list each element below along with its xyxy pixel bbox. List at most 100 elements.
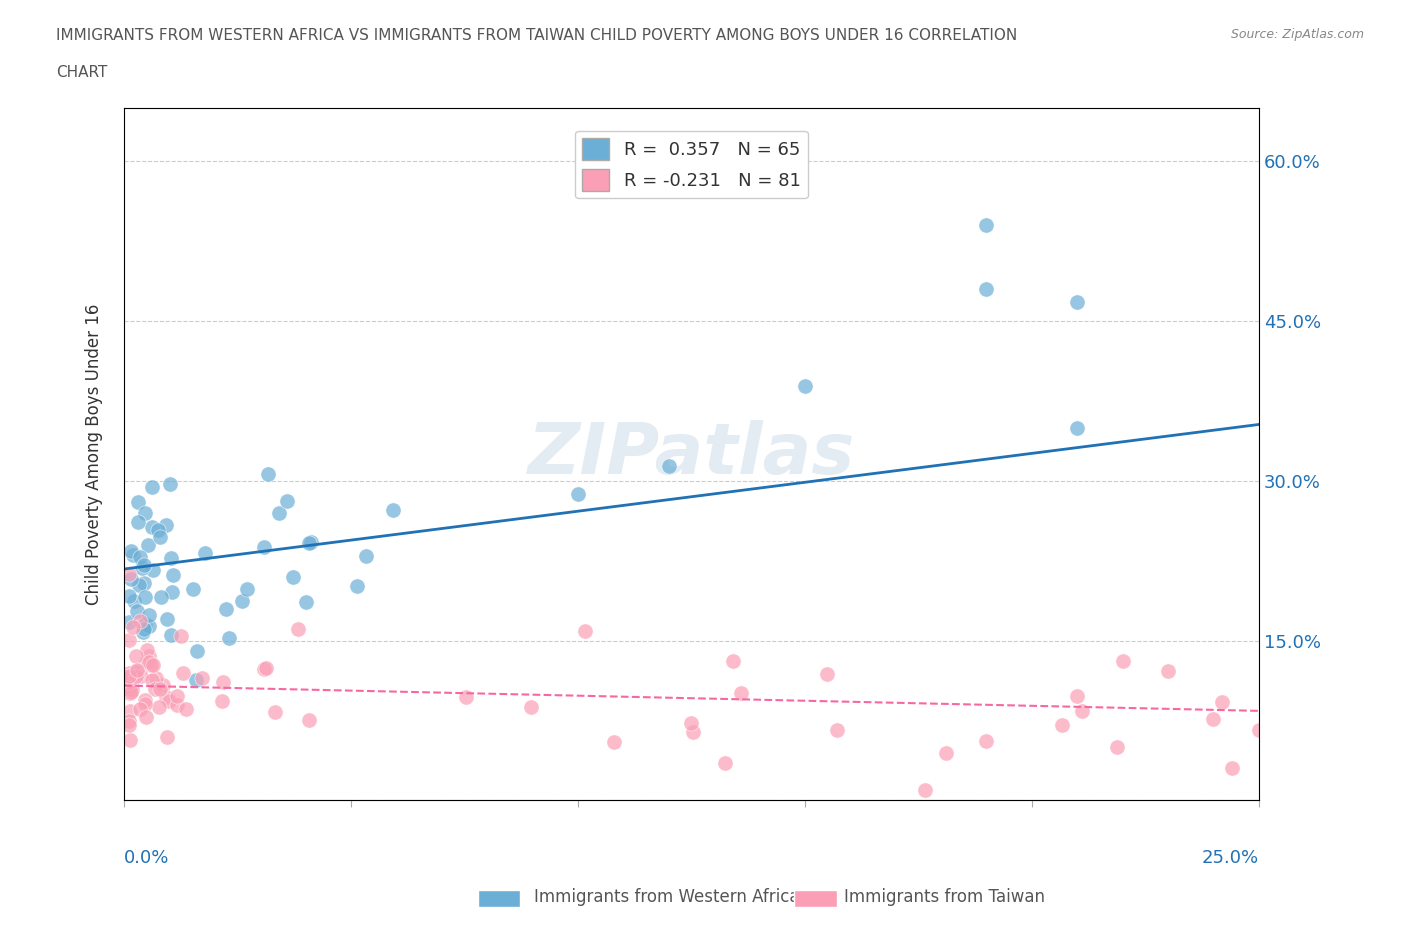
Point [793, 379, 815, 393]
Point [120, 543, 142, 558]
Point [194, 546, 217, 561]
Point [166, 698, 188, 712]
Point [186, 644, 208, 658]
Point [1202, 711, 1225, 726]
Point [253, 661, 276, 676]
Point [156, 611, 179, 626]
Point [174, 702, 197, 717]
Point [127, 663, 149, 678]
Point [141, 520, 163, 535]
Point [122, 620, 145, 635]
Point [218, 631, 240, 645]
Point [142, 562, 165, 577]
Point [162, 567, 184, 582]
Point [138, 654, 160, 669]
Point [118, 717, 141, 732]
Point [138, 648, 160, 663]
Point [236, 581, 259, 596]
Point [346, 578, 368, 593]
Point [298, 713, 321, 728]
Point [132, 576, 155, 591]
Point [713, 755, 735, 770]
Point [135, 710, 157, 724]
Point [131, 669, 153, 684]
Point [269, 505, 291, 520]
Point [127, 495, 149, 510]
Point [134, 693, 156, 708]
Point [148, 523, 170, 538]
Point [297, 535, 319, 550]
Point [253, 539, 276, 554]
Point [131, 624, 153, 639]
Point [125, 663, 148, 678]
Point [914, 782, 936, 797]
Point [134, 557, 156, 572]
Point [139, 658, 162, 672]
Point [730, 685, 752, 700]
Text: 25.0%: 25.0% [1202, 849, 1258, 867]
Point [935, 746, 957, 761]
Point [134, 590, 156, 604]
Point [121, 679, 143, 694]
Point [125, 604, 148, 618]
Point [129, 550, 152, 565]
Point [456, 689, 478, 704]
Point [231, 594, 253, 609]
Point [181, 581, 204, 596]
Point [682, 724, 704, 739]
Point [128, 578, 150, 592]
Point [136, 643, 159, 658]
Point [172, 666, 194, 681]
Point [118, 666, 141, 681]
Point [256, 467, 278, 482]
Point [155, 690, 177, 705]
Point [1111, 654, 1133, 669]
Point [215, 601, 238, 616]
Point [136, 538, 159, 552]
Point [128, 614, 150, 629]
Point [118, 669, 141, 684]
Text: Source: ZipAtlas.com: Source: ZipAtlas.com [1230, 28, 1364, 41]
Point [159, 551, 181, 565]
Point [1066, 420, 1088, 435]
Point [118, 670, 141, 684]
Point [136, 654, 159, 669]
Point [211, 694, 233, 709]
Point [118, 632, 141, 647]
Point [118, 615, 141, 630]
Point [134, 622, 156, 637]
Point [976, 281, 998, 296]
Point [1071, 704, 1094, 719]
Point [191, 671, 214, 685]
Point [125, 668, 148, 683]
Point [134, 697, 156, 711]
Point [159, 476, 181, 491]
Text: Immigrants from Taiwan: Immigrants from Taiwan [844, 888, 1045, 907]
Point [149, 682, 172, 697]
Point [254, 660, 277, 675]
Text: CHART: CHART [56, 65, 108, 80]
Point [121, 683, 143, 698]
Point [382, 502, 405, 517]
Point [122, 548, 145, 563]
Point [264, 704, 287, 719]
Point [118, 685, 141, 700]
Point [170, 629, 193, 644]
Point [118, 732, 141, 747]
Point [1066, 294, 1088, 309]
Point [276, 494, 298, 509]
Point [166, 689, 188, 704]
Point [815, 666, 838, 681]
Point [118, 566, 141, 581]
Point [156, 730, 179, 745]
Point [134, 506, 156, 521]
Text: 0.0%: 0.0% [124, 849, 170, 867]
Point [1247, 723, 1270, 737]
Point [141, 672, 163, 687]
Point [567, 486, 589, 501]
Text: Immigrants from Western Africa: Immigrants from Western Africa [534, 888, 800, 907]
Text: IMMIGRANTS FROM WESTERN AFRICA VS IMMIGRANTS FROM TAIWAN CHILD POVERTY AMONG BOY: IMMIGRANTS FROM WESTERN AFRICA VS IMMIGR… [56, 28, 1018, 43]
Point [658, 458, 681, 473]
Point [299, 534, 322, 549]
Point [160, 628, 183, 643]
